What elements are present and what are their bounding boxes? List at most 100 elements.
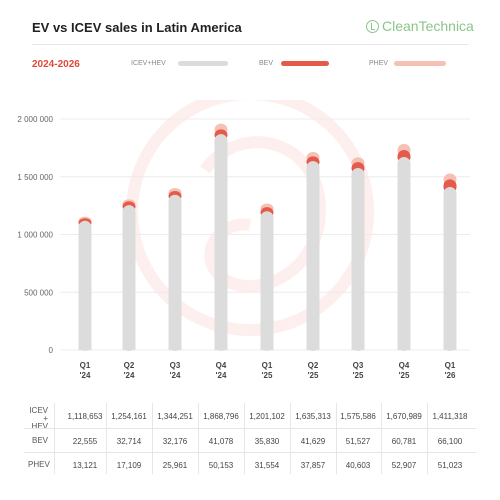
row-label-line: BEV	[31, 436, 48, 445]
brand-name: CleanTechnica	[382, 18, 474, 34]
table-cell: 66,100	[437, 437, 463, 446]
x-tick-label: '26	[445, 371, 456, 380]
header-divider	[32, 44, 468, 45]
row-label-line: ICEV	[29, 406, 48, 415]
bar-base	[351, 343, 365, 350]
bar-segment-icev	[306, 161, 320, 351]
table-row-label: BEV	[28, 437, 48, 445]
table-cell: 35,830	[254, 437, 280, 446]
table-column-divider	[106, 403, 107, 474]
x-tick-label: '25	[308, 371, 319, 380]
bar-segment-icev	[168, 194, 182, 351]
legend-swatch-phev	[394, 61, 446, 66]
x-tick-label: Q3	[353, 361, 364, 370]
table-cell: 41,629	[300, 437, 326, 446]
watermark-logo	[126, 100, 374, 336]
legend-label-icev: ICEV+HEV	[131, 60, 166, 67]
table-cell: 1,635,313	[295, 412, 331, 421]
bar-base	[260, 343, 274, 350]
table-cell: 1,201,102	[249, 412, 285, 421]
brand-leaf-icon	[366, 19, 379, 33]
table-cell: 50,153	[208, 461, 234, 470]
bar-base	[397, 343, 411, 350]
x-tick-label: '24	[124, 371, 135, 380]
table-column-divider	[290, 403, 291, 474]
y-tick-label: 1 500 000	[17, 173, 53, 182]
bar-base	[214, 343, 228, 350]
table-row-divider	[24, 428, 476, 429]
table-cell: 37,857	[300, 461, 326, 470]
legend-swatch-icev	[178, 61, 228, 66]
table-cell: 17,109	[116, 461, 142, 470]
x-tick-label: '25	[399, 371, 410, 380]
x-tick-label: Q1	[80, 361, 91, 370]
legend-label-bev: BEV	[259, 60, 274, 67]
bar-segment-icev	[78, 220, 92, 351]
table-cell: 32,176	[162, 437, 188, 446]
bar-segment-icev	[214, 134, 228, 351]
x-tick-label: Q3	[170, 361, 181, 370]
x-tick-label: '24	[80, 371, 91, 380]
bar-segment-icev	[443, 186, 457, 351]
x-tick-label: Q1	[445, 361, 456, 370]
bar-base	[306, 343, 320, 350]
table-column-divider	[336, 403, 337, 474]
bar-base	[443, 343, 457, 350]
table-cell: 52,907	[391, 461, 417, 470]
bar-segment-icev	[397, 157, 411, 351]
row-label-line: PHEV	[28, 460, 50, 469]
table-cell: 51,023	[437, 461, 463, 470]
bar-base	[168, 343, 182, 350]
table-cell: 22,555	[72, 437, 98, 446]
table-cell: 1,344,251	[157, 412, 193, 421]
table-column-divider	[244, 403, 245, 474]
legend-swatch-bev	[281, 61, 329, 66]
table-cell: 32,714	[116, 437, 142, 446]
table-column-divider	[152, 403, 153, 474]
y-tick-label: 1 000 000	[17, 231, 53, 240]
table-cell: 25,961	[162, 461, 188, 470]
y-tick-label: 500 000	[24, 288, 53, 297]
table-column-divider	[54, 403, 55, 474]
x-tick-label: '24	[216, 371, 227, 380]
bar-base	[78, 343, 92, 350]
table-column-divider	[198, 403, 199, 474]
bar-segment-icev	[122, 205, 136, 351]
table-cell: 1,670,989	[386, 412, 422, 421]
table-cell: 1,575,586	[340, 412, 376, 421]
x-tick-label: Q2	[124, 361, 135, 370]
table-row-divider	[24, 452, 476, 453]
x-tick-label: '25	[262, 371, 273, 380]
table-cell: 13,121	[72, 461, 98, 470]
y-tick-label: 2 000 000	[17, 115, 53, 124]
x-tick-label: Q2	[308, 361, 319, 370]
table-cell: 51,527	[345, 437, 371, 446]
x-tick-label: Q1	[262, 361, 273, 370]
table-row-label: PHEV	[28, 460, 50, 469]
period-label: 2024-2026	[32, 59, 80, 70]
table-column-divider	[427, 403, 428, 474]
table-cell: 31,554	[254, 461, 280, 470]
x-tick-label: '24	[170, 371, 181, 380]
y-tick-label: 0	[49, 346, 54, 355]
table-cell: 60,781	[391, 437, 417, 446]
table-cell: 1,118,653	[67, 412, 103, 421]
x-tick-label: Q4	[399, 361, 410, 370]
x-tick-label: '25	[353, 371, 364, 380]
x-tick-label: Q4	[216, 361, 227, 370]
table-cell: 1,411,318	[432, 412, 468, 421]
table-cell: 1,868,796	[203, 412, 239, 421]
legend-label-phev: PHEV	[369, 60, 389, 67]
table-cell: 1,254,161	[111, 412, 147, 421]
table-cell: 41,078	[208, 437, 234, 446]
bar-segment-icev	[351, 168, 365, 351]
row-label-line: + HEV	[31, 414, 48, 431]
bar-segment-icev	[260, 211, 274, 351]
table-column-divider	[381, 403, 382, 474]
table-row-label: ICEV + HEV	[28, 407, 48, 431]
table-cell: 40,603	[345, 461, 371, 470]
bar-base	[122, 343, 136, 350]
chart-title: EV vs ICEV sales in Latin America	[32, 20, 242, 35]
brand-logo: CleanTechnica	[366, 18, 474, 34]
